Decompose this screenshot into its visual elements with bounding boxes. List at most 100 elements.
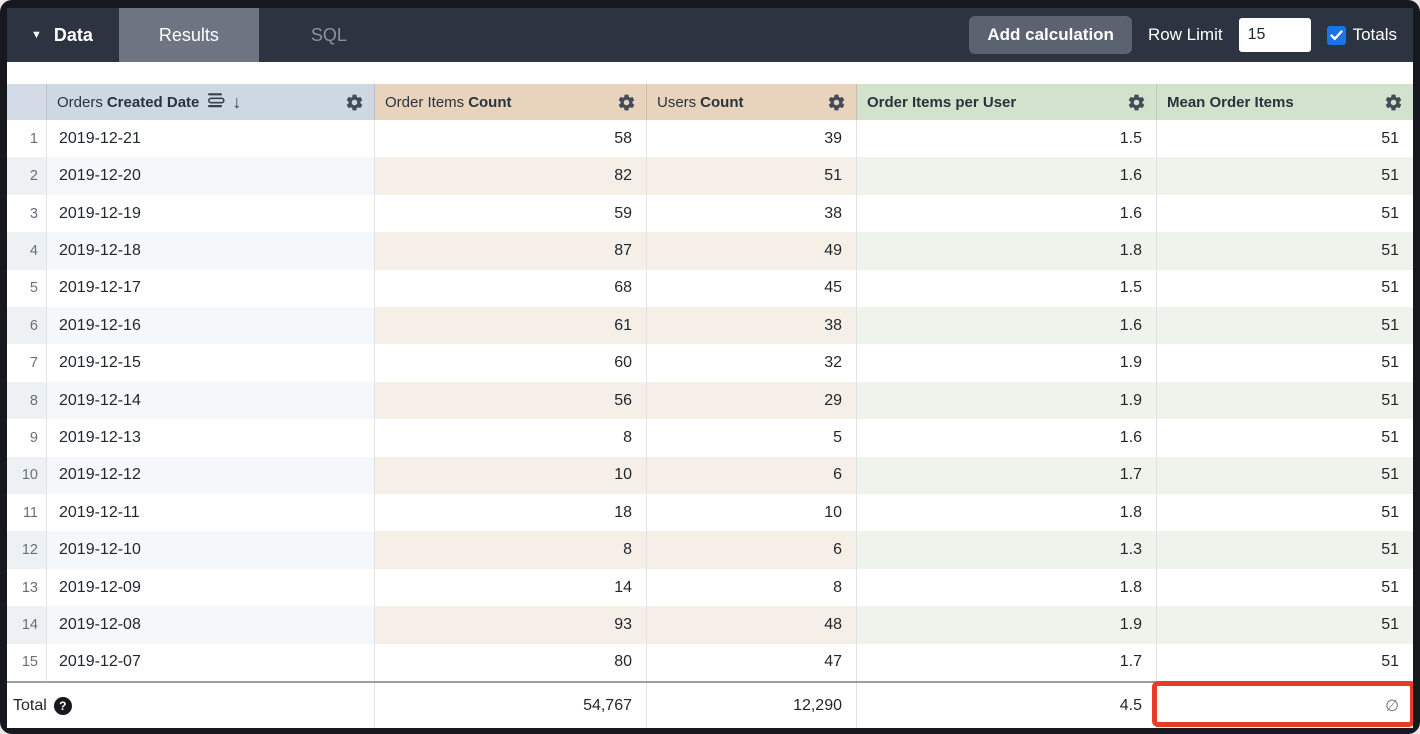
table-cell-users_count[interactable]: 51 — [647, 157, 857, 195]
table-cell-date[interactable]: 2019-12-08 — [47, 606, 375, 644]
table-cell-order_items_per_user[interactable]: 1.9 — [857, 381, 1157, 420]
table-cell-order_items_count[interactable]: 68 — [375, 269, 647, 308]
tab-results[interactable]: Results — [118, 8, 259, 62]
table-cell-mean_order_items[interactable]: 51 — [1157, 307, 1413, 345]
table-cell-order_items_per_user[interactable]: 1.8 — [857, 568, 1157, 607]
table-cell-order_items_per_user[interactable]: 1.5 — [857, 269, 1157, 308]
table-cell-order_items_per_user[interactable]: 1.8 — [857, 494, 1157, 532]
table-cell-users_count[interactable]: 38 — [647, 194, 857, 233]
table-cell-order_items_per_user[interactable]: 1.6 — [857, 307, 1157, 345]
table-cell-order_items_per_user[interactable]: 1.6 — [857, 157, 1157, 195]
table-cell-users_count[interactable]: 39 — [647, 120, 857, 158]
table-cell-order_items_count[interactable]: 14 — [375, 568, 647, 607]
table-cell-order_items_count[interactable]: 59 — [375, 194, 647, 233]
add-calculation-button[interactable]: Add calculation — [969, 16, 1132, 54]
table-cell-mean_order_items[interactable]: 51 — [1157, 419, 1413, 457]
table-cell-date[interactable]: 2019-12-19 — [47, 194, 375, 233]
table-row: 13 2019-12-09 14 8 1.8 51 — [7, 568, 1413, 607]
gear-icon[interactable] — [617, 93, 636, 112]
table-cell-order_items_per_user[interactable]: 1.5 — [857, 120, 1157, 158]
header-order-items-per-user[interactable]: Order Items per User — [857, 84, 1157, 120]
totals-checkbox[interactable] — [1326, 25, 1346, 45]
table-cell-order_items_per_user[interactable]: 1.8 — [857, 232, 1157, 270]
gear-icon[interactable] — [1127, 93, 1146, 112]
sort-desc-arrow-icon[interactable]: ↓ — [232, 91, 242, 112]
data-section-toggle[interactable]: ▼ Data — [7, 8, 119, 62]
table-cell-users_count[interactable]: 10 — [647, 494, 857, 532]
table-cell-users_count[interactable]: 47 — [647, 643, 857, 682]
total-order-items-count: 54,767 — [375, 683, 647, 728]
row-limit-input[interactable] — [1238, 18, 1311, 52]
table-cell-mean_order_items[interactable]: 51 — [1157, 531, 1413, 569]
table-cell-date[interactable]: 2019-12-16 — [47, 307, 375, 345]
table-cell-order_items_count[interactable]: 82 — [375, 157, 647, 195]
header-order-items-count[interactable]: Order Items Count — [375, 84, 647, 120]
table-cell-date[interactable]: 2019-12-12 — [47, 456, 375, 495]
table-cell-order_items_count[interactable]: 87 — [375, 232, 647, 270]
table-cell-order_items_count[interactable]: 8 — [375, 419, 647, 457]
question-mark-circle-icon[interactable]: ? — [53, 696, 72, 715]
table-cell-mean_order_items[interactable]: 51 — [1157, 344, 1413, 382]
table-cell-date[interactable]: 2019-12-21 — [47, 120, 375, 158]
gear-icon[interactable] — [1384, 93, 1403, 112]
gear-icon[interactable] — [345, 93, 364, 112]
table-cell-date[interactable]: 2019-12-13 — [47, 419, 375, 457]
header-mean-order-items[interactable]: Mean Order Items — [1157, 84, 1413, 120]
table-cell-users_count[interactable]: 6 — [647, 531, 857, 569]
table-cell-mean_order_items[interactable]: 51 — [1157, 120, 1413, 158]
table-cell-order_items_count[interactable]: 56 — [375, 381, 647, 420]
table-cell-users_count[interactable]: 48 — [647, 606, 857, 644]
table-cell-mean_order_items[interactable]: 51 — [1157, 269, 1413, 308]
tab-sql[interactable]: SQL — [310, 24, 347, 45]
table-cell-order_items_count[interactable]: 80 — [375, 643, 647, 682]
table-cell-mean_order_items[interactable]: 51 — [1157, 381, 1413, 420]
table-cell-order_items_count[interactable]: 61 — [375, 307, 647, 345]
table-cell-order_items_count[interactable]: 93 — [375, 606, 647, 644]
table-cell-order_items_per_user[interactable]: 1.3 — [857, 531, 1157, 569]
table-cell-order_items_count[interactable]: 60 — [375, 344, 647, 382]
table-cell-mean_order_items[interactable]: 51 — [1157, 157, 1413, 195]
header-users-count[interactable]: Users Count — [647, 84, 857, 120]
table-cell-order_items_per_user[interactable]: 1.9 — [857, 344, 1157, 382]
table-cell-order_items_per_user[interactable]: 1.6 — [857, 419, 1157, 457]
table-cell-mean_order_items[interactable]: 51 — [1157, 456, 1413, 495]
table-cell-users_count[interactable]: 45 — [647, 269, 857, 308]
table-cell-users_count[interactable]: 49 — [647, 232, 857, 270]
table-cell-order_items_count[interactable]: 58 — [375, 120, 647, 158]
table-cell-order_items_count[interactable]: 8 — [375, 531, 647, 569]
gear-icon[interactable] — [827, 93, 846, 112]
table-cell-date[interactable]: 2019-12-20 — [47, 157, 375, 195]
table-cell-order_items_count[interactable]: 18 — [375, 494, 647, 532]
table-cell-mean_order_items[interactable]: 51 — [1157, 194, 1413, 233]
table-cell-users_count[interactable]: 5 — [647, 419, 857, 457]
table-cell-mean_order_items[interactable]: 51 — [1157, 494, 1413, 532]
table-cell-date[interactable]: 2019-12-11 — [47, 494, 375, 532]
table-cell-date[interactable]: 2019-12-14 — [47, 381, 375, 420]
table-cell-order_items_per_user[interactable]: 1.6 — [857, 194, 1157, 233]
table-cell-mean_order_items[interactable]: 51 — [1157, 643, 1413, 682]
table-cell-order_items_per_user[interactable]: 1.7 — [857, 643, 1157, 682]
table-cell-order_items_per_user[interactable]: 1.7 — [857, 456, 1157, 495]
table-cell-date[interactable]: 2019-12-15 — [47, 344, 375, 382]
table-cell-date[interactable]: 2019-12-10 — [47, 531, 375, 569]
table-cell-users_count[interactable]: 29 — [647, 381, 857, 420]
table-cell-mean_order_items[interactable]: 51 — [1157, 568, 1413, 607]
table-cell-order_items_per_user[interactable]: 1.9 — [857, 606, 1157, 644]
table-cell-order_items_count[interactable]: 10 — [375, 456, 647, 495]
table-cell-mean_order_items[interactable]: 51 — [1157, 606, 1413, 644]
total-mean-order-items: ∅ — [1152, 681, 1413, 728]
table-cell-users_count[interactable]: 38 — [647, 307, 857, 345]
header-orders-created-date[interactable]: Orders Created Date ↓ — [47, 84, 375, 120]
table-cell-users_count[interactable]: 8 — [647, 568, 857, 607]
table-body: 1 2019-12-21 58 39 1.5 51 2 2019-12-20 82 51 1.6 51… — [7, 120, 1413, 682]
subtotal-icon[interactable] — [207, 92, 226, 112]
row-number-cell: 15 — [7, 643, 47, 682]
table-cell-users_count[interactable]: 6 — [647, 456, 857, 495]
table-cell-mean_order_items[interactable]: 51 — [1157, 232, 1413, 270]
table-cell-date[interactable]: 2019-12-07 — [47, 643, 375, 682]
table-cell-users_count[interactable]: 32 — [647, 344, 857, 382]
table-cell-date[interactable]: 2019-12-09 — [47, 568, 375, 607]
row-number-cell: 5 — [7, 269, 47, 308]
table-cell-date[interactable]: 2019-12-17 — [47, 269, 375, 308]
table-cell-date[interactable]: 2019-12-18 — [47, 232, 375, 270]
